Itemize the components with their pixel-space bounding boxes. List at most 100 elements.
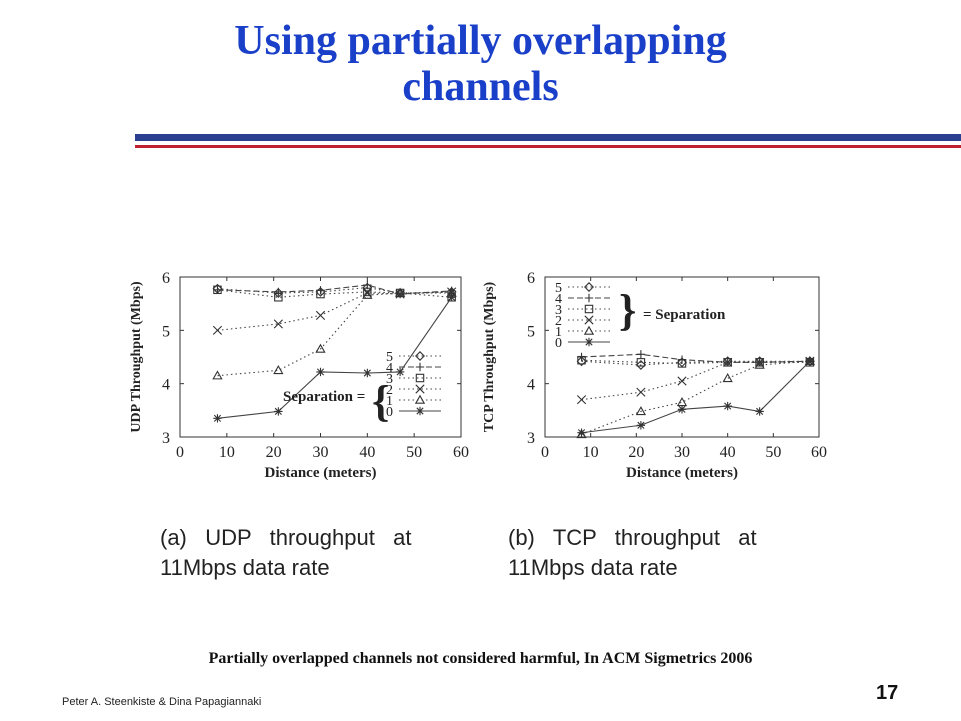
x-tick-label: 50: [406, 444, 422, 461]
legend-entry-label: 2: [555, 314, 562, 329]
x-tick-label: 60: [811, 444, 827, 461]
x-tick-label: 50: [765, 444, 781, 461]
chart-caption-line2: 11Mbps data rate: [508, 555, 678, 580]
slide-title-line1: Using partially overlapping: [234, 18, 727, 64]
legend-marker: [583, 325, 595, 335]
legend-entry-label: 0: [555, 336, 562, 351]
legend-entry-label: 3: [386, 372, 393, 387]
data-point-0: [316, 367, 325, 377]
series-line-2: [217, 291, 452, 331]
chart-caption-line1: (b) TCP throughput at: [508, 525, 757, 550]
page-number: 17: [876, 682, 899, 704]
data-point-3: [577, 355, 586, 365]
y-tick-label: 6: [162, 270, 170, 287]
legend-marker: [415, 373, 425, 383]
legend-marker: [584, 315, 594, 325]
data-point-2: [315, 310, 326, 320]
title-rule-red: [135, 145, 961, 148]
x-tick-label: 60: [453, 444, 469, 461]
legend-marker: [415, 406, 425, 416]
legend-entry-label: 1: [555, 325, 562, 340]
slide-title: Using partially overlapping channels: [0, 18, 961, 110]
chart-caption-line1: (a) UDP throughput at: [160, 525, 412, 550]
legend-entry-label: 4: [555, 292, 562, 307]
data-point-3: [316, 289, 325, 299]
y-tick-label: 4: [527, 377, 535, 394]
legend-entry-label: 2: [386, 383, 393, 398]
data-point-2: [273, 319, 283, 329]
legend-marker: [415, 351, 425, 361]
series-line-5: [581, 360, 810, 366]
data-point-5: [677, 357, 687, 368]
data-point-4: [274, 287, 283, 297]
legend-entry-label: 5: [386, 350, 393, 365]
series-line-0: [217, 296, 453, 419]
legend-marker: [584, 282, 594, 292]
slide-title-line2: channels: [402, 64, 559, 110]
legend-marker: [584, 304, 594, 314]
data-point-1: [212, 370, 223, 380]
series-line-3: [581, 359, 810, 364]
data-point-3: [723, 358, 732, 367]
data-point-3: [677, 359, 687, 368]
data-point-1: [722, 373, 733, 383]
data-point-0: [363, 368, 372, 378]
data-point-0: [723, 401, 732, 411]
legend-marker: [414, 394, 426, 404]
chart-caption-line2: 11Mbps data rate: [160, 555, 330, 580]
x-tick-label: 0: [176, 444, 184, 461]
x-tick-label: 30: [674, 444, 690, 461]
data-point-1: [315, 343, 326, 353]
legend-brace: }: [619, 286, 636, 335]
data-point-1: [362, 289, 373, 299]
x-tick-label: 30: [313, 444, 329, 461]
footer-authors: Peter A. Steenkiste & Dina Papagiannaki: [62, 696, 262, 708]
series-line-1: [581, 360, 810, 435]
data-point-5: [576, 356, 587, 367]
title-rule-blue: [135, 134, 961, 141]
data-point-0: [213, 414, 222, 423]
data-point-5: [635, 360, 646, 370]
legend-entry-label: 1: [386, 394, 393, 409]
legend-entry-label: 4: [386, 361, 393, 376]
series-line-0: [581, 360, 811, 434]
legend-title: Separation =: [283, 389, 365, 405]
data-point-3: [363, 287, 372, 297]
y-axis-label: TCP Throughput (Mbps): [482, 281, 497, 432]
data-point-4: [636, 350, 646, 359]
data-point-0: [636, 421, 646, 430]
data-point-1: [676, 397, 688, 407]
series-line-5: [217, 287, 452, 294]
data-point-2: [395, 289, 405, 299]
data-point-3: [636, 358, 646, 367]
x-axis-label: Distance (meters): [626, 465, 738, 481]
data-point-0: [755, 407, 764, 416]
legend-marker: [584, 293, 594, 303]
data-point-1: [754, 359, 765, 369]
y-tick-label: 3: [162, 430, 170, 447]
x-tick-label: 10: [219, 444, 235, 461]
x-tick-label: 40: [720, 444, 736, 461]
data-point-0: [395, 367, 405, 377]
data-point-3: [274, 293, 283, 302]
plot-frame: [179, 276, 462, 438]
data-point-0: [805, 357, 815, 366]
series-line-1: [217, 292, 452, 377]
series-line-3: [217, 289, 452, 298]
data-point-2: [576, 395, 587, 405]
data-point-0: [577, 428, 586, 437]
data-point-1: [576, 429, 587, 439]
series-line-4: [581, 353, 810, 363]
y-tick-label: 5: [527, 323, 535, 340]
x-tick-label: 10: [583, 444, 599, 461]
x-tick-label: 40: [359, 444, 375, 461]
legend-marker: [415, 362, 425, 372]
x-tick-label: 20: [628, 444, 644, 461]
x-tick-label: 20: [266, 444, 282, 461]
data-point-2: [636, 387, 646, 397]
data-point-0: [274, 407, 283, 416]
